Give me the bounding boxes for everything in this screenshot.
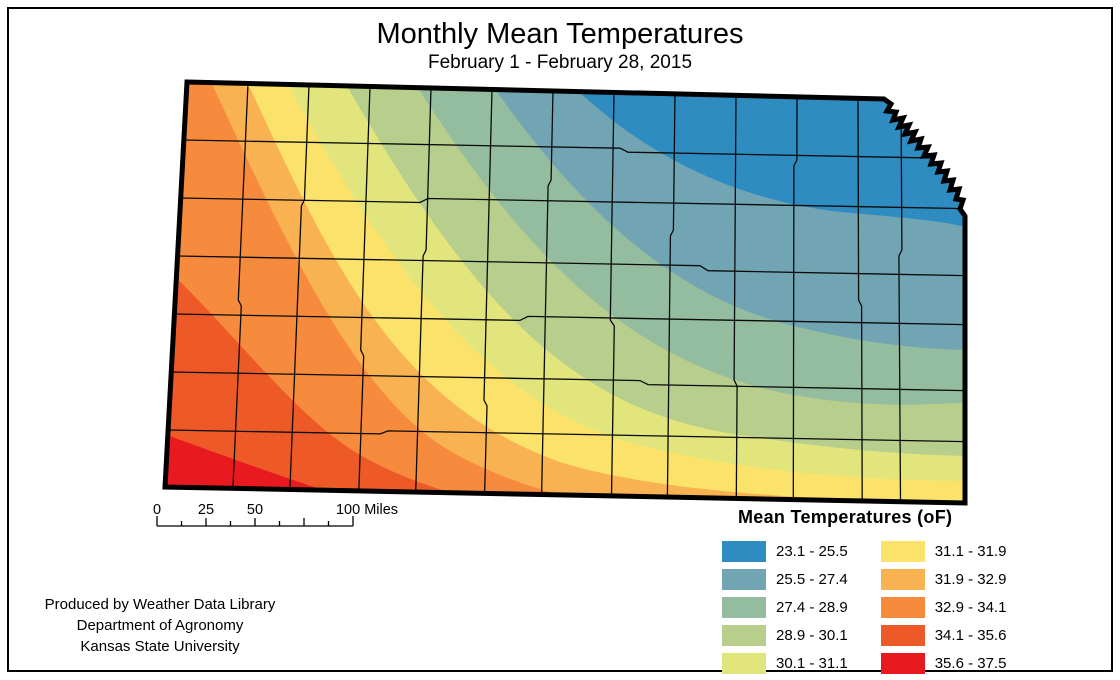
legend-item: 32.9 - 34.1	[880, 593, 1007, 621]
legend-label: 28.9 - 30.1	[776, 626, 848, 644]
scalebar-label: 50	[247, 502, 263, 518]
legend-item: 31.9 - 32.9	[880, 565, 1007, 593]
legend-swatch	[880, 540, 925, 562]
legend-swatch	[880, 596, 925, 618]
legend-item: 27.4 - 28.9	[722, 593, 848, 621]
legend-item: 35.6 - 37.5	[880, 649, 1007, 677]
legend-item: 31.1 - 31.9	[880, 537, 1007, 565]
scalebar-label: 0	[153, 502, 161, 518]
attribution-line: Produced by Weather Data Library	[44, 596, 276, 613]
map-subtitle: February 1 - February 28, 2015	[427, 52, 693, 73]
temp-band-8	[165, 262, 493, 503]
scalebar-label: 25	[198, 502, 214, 518]
temp-band-9	[165, 430, 348, 503]
legend-swatch	[880, 652, 925, 674]
state-border	[162, 79, 968, 506]
legend-swatch	[722, 596, 766, 618]
legend-label: 23.1 - 25.5	[776, 542, 848, 560]
page-border	[7, 7, 1113, 672]
title-block: Monthly Mean Temperatures February 1 - F…	[7, 17, 1113, 75]
legend-swatch	[722, 568, 766, 590]
legend-item: 25.5 - 27.4	[722, 565, 848, 593]
attribution-line: Department of Agronomy	[76, 617, 244, 634]
legend-swatch	[880, 568, 925, 590]
legend-swatch	[722, 540, 766, 562]
legend-label: 30.1 - 31.1	[776, 654, 848, 672]
legend-swatch	[722, 652, 766, 674]
legend: Mean Temperatures (oF) 23.1 - 25.5 25.5 …	[722, 507, 1006, 677]
scale-bar: 0 25 50 100 Miles	[153, 502, 398, 527]
legend-item: 30.1 - 31.1	[722, 649, 848, 677]
attribution-line: Kansas State University	[80, 638, 240, 655]
legend-item: 23.1 - 25.5	[722, 537, 848, 565]
legend-item: 34.1 - 35.6	[880, 621, 1007, 649]
legend-label: 25.5 - 27.4	[776, 570, 848, 588]
legend-item: 28.9 - 30.1	[722, 621, 848, 649]
county-grid	[168, 83, 965, 502]
legend-swatch	[880, 624, 925, 646]
legend-label: 27.4 - 28.9	[776, 598, 848, 616]
legend-grid: 23.1 - 25.5 25.5 - 27.4 27.4 - 28.9 28.9…	[722, 537, 1006, 677]
legend-label: 31.9 - 32.9	[934, 570, 1007, 588]
legend-swatch	[722, 624, 766, 646]
legend-label: 35.6 - 37.5	[934, 654, 1007, 672]
legend-title: Mean Temperatures (oF)	[738, 507, 953, 527]
attribution: Produced by Weather Data Library Departm…	[10, 594, 310, 657]
legend-label: 34.1 - 35.6	[934, 626, 1007, 644]
map-title: Monthly Mean Temperatures	[376, 18, 744, 50]
legend-label: 31.1 - 31.9	[934, 542, 1007, 560]
legend-label: 32.9 - 34.1	[934, 598, 1007, 616]
scalebar-end-label: 100 Miles	[336, 502, 398, 518]
